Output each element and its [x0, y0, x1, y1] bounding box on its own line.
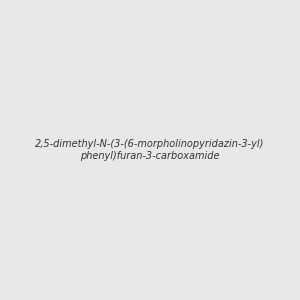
Text: 2,5-dimethyl-N-(3-(6-morpholinopyridazin-3-yl)
phenyl)furan-3-carboxamide: 2,5-dimethyl-N-(3-(6-morpholinopyridazin… [35, 139, 265, 161]
